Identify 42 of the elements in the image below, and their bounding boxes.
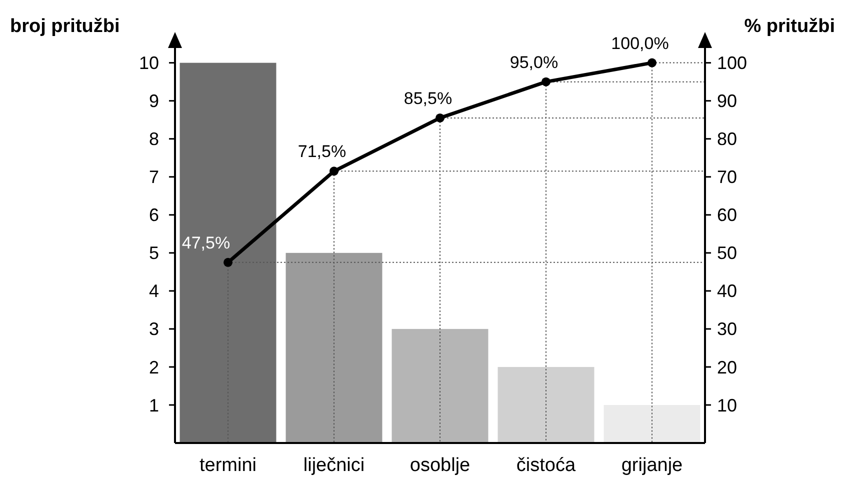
y-tick-label: 3 [148,319,159,340]
y2-tick-label: 40 [717,281,738,302]
y2-tick-label: 90 [717,91,738,112]
y-tick-label: 7 [148,167,159,188]
x-tick-label: liječnici [303,455,365,476]
y2-tick-label: 60 [717,205,738,226]
data-label: 95,0% [510,52,558,72]
point [542,77,550,86]
y-tick-label: 10 [138,53,159,74]
bar [286,252,382,443]
point [436,113,444,122]
y-axis-title: broj pritužbi [10,16,120,37]
point [648,58,656,68]
y2-tick-label: 100 [717,53,748,74]
y-tick-label: 1 [148,395,159,416]
data-label: 47,5% [182,233,230,252]
y-tick-label: 6 [148,205,159,226]
y-tick-label: 5 [148,243,159,264]
y2-tick-label: 10 [717,395,738,416]
y2-tick-label: 20 [717,357,738,378]
data-label: 71,5% [298,142,346,162]
data-label: 85,5% [404,88,452,108]
x-tick-label: čistoća [516,455,576,476]
x-tick-label: osoblje [410,455,470,476]
y2-axis-title: % pritužbi [744,16,835,37]
y2-tick-label: 50 [717,243,738,264]
y-tick-label: 2 [148,357,159,378]
bar [392,328,488,443]
y-tick-label: 9 [148,91,159,112]
y2-tick-label: 30 [717,319,738,340]
point [330,166,338,176]
x-tick-label: termini [199,455,257,476]
data-label: 100,0% [611,34,669,53]
y-tick-label: 4 [148,281,159,302]
bar [180,62,276,443]
point [224,258,232,267]
x-tick-label: grijanje [621,455,683,476]
y2-tick-label: 80 [717,129,738,150]
y-tick-label: 8 [148,129,159,150]
y2-tick-label: 70 [717,167,738,188]
bar [498,366,594,443]
bar [604,404,700,443]
